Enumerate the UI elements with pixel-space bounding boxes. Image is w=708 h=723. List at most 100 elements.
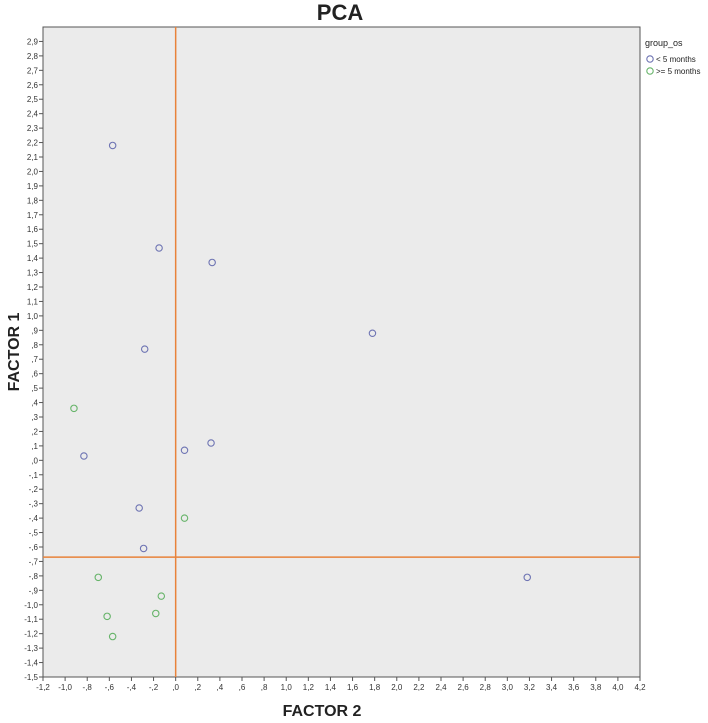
y-tick-label: ,7 <box>31 355 38 364</box>
y-axis: -1,5 -1,4 -1,3 -1,2 -1,1 -1,0 -,9 -,8 -,7 -,6 -,5 -… <box>24 37 43 682</box>
data-point-series-1 <box>103 612 111 621</box>
y-tick-label: 1,3 <box>27 269 39 278</box>
x-tick-label: 3,0 <box>502 683 514 692</box>
x-tick-label: -,4 <box>127 683 137 692</box>
y-tick-label: 1,9 <box>27 182 39 191</box>
x-tick-label: 2,8 <box>480 683 492 692</box>
x-tick-label: ,8 <box>261 683 268 692</box>
data-point-series-1 <box>152 609 160 618</box>
y-tick-label: -,3 <box>29 500 39 509</box>
x-tick-label: 2,4 <box>435 683 447 692</box>
legend-label: >= 5 months <box>656 67 700 76</box>
y-tick-label: ,6 <box>31 370 38 379</box>
y-tick-label: -1,5 <box>24 673 38 682</box>
x-tick-label: ,4 <box>217 683 224 692</box>
x-tick-label: 4,0 <box>612 683 624 692</box>
data-point-series-0 <box>208 258 216 267</box>
x-tick-label: -,8 <box>83 683 93 692</box>
data-point-series-0 <box>523 573 531 582</box>
data-point-series-1 <box>108 632 117 641</box>
y-tick-label: 1,0 <box>27 312 39 321</box>
y-tick-label: 2,8 <box>27 52 39 61</box>
plot-area <box>42 26 641 678</box>
y-tick-label: 1,6 <box>27 225 39 234</box>
chart-title: PCA <box>317 0 364 25</box>
x-tick-label: -,2 <box>149 683 159 692</box>
data-point-series-1 <box>180 514 189 522</box>
data-point-series-0 <box>207 439 215 447</box>
x-tick-label: 2,2 <box>413 683 425 692</box>
y-tick-label: -,6 <box>29 543 39 552</box>
x-tick-label: 3,2 <box>524 683 536 692</box>
y-tick-label: -1,3 <box>24 644 38 653</box>
y-tick-label: 1,4 <box>27 254 39 263</box>
x-tick-label: -1,2 <box>36 683 50 692</box>
y-tick-label: -1,2 <box>24 630 38 639</box>
y-tick-label: 1,5 <box>27 240 39 249</box>
y-tick-label: 1,1 <box>27 297 39 306</box>
legend-title: group_os <box>645 38 683 48</box>
data-point-series-0 <box>140 345 149 353</box>
data-points <box>70 141 531 641</box>
y-tick-label: -,7 <box>29 557 39 566</box>
x-tick-label: ,0 <box>172 683 179 692</box>
y-tick-label: -,5 <box>29 529 39 538</box>
x-tick-label: 1,2 <box>303 683 315 692</box>
y-tick-label: 2,9 <box>27 37 39 46</box>
y-tick-label: -,1 <box>29 471 39 480</box>
x-tick-label: 3,4 <box>546 683 558 692</box>
x-tick-label: ,2 <box>194 683 201 692</box>
y-tick-label: ,2 <box>31 427 38 436</box>
data-point-series-0 <box>180 446 189 454</box>
data-point-series-1 <box>70 404 78 413</box>
data-point-series-0 <box>155 244 163 252</box>
y-tick-label: 2,6 <box>27 81 39 90</box>
y-tick-label: 1,2 <box>27 283 39 292</box>
x-axis-title: FACTOR 2 <box>283 703 362 720</box>
x-tick-label: -,6 <box>105 683 115 692</box>
x-tick-label: 4,2 <box>634 683 646 692</box>
data-point-series-0 <box>108 141 117 150</box>
legend-marker <box>646 55 654 63</box>
y-tick-label: 2,5 <box>27 95 39 104</box>
y-tick-label: 1,7 <box>27 211 39 220</box>
legend-label: < 5 months <box>656 55 696 64</box>
y-tick-label: 2,1 <box>27 153 39 162</box>
x-tick-label: -1,0 <box>58 683 72 692</box>
x-tick-label: 3,6 <box>568 683 580 692</box>
data-point-series-0 <box>368 329 377 337</box>
data-point-series-0 <box>135 504 143 512</box>
y-tick-label: 2,0 <box>27 167 39 176</box>
x-tick-label: 3,8 <box>590 683 602 692</box>
y-tick-label: -,2 <box>29 485 39 494</box>
y-tick-label: -,9 <box>29 586 39 595</box>
data-point-series-0 <box>80 452 88 460</box>
y-tick-label: -1,0 <box>24 601 38 610</box>
y-tick-label: ,3 <box>31 413 38 422</box>
y-tick-label: 2,4 <box>27 110 39 119</box>
data-point-series-1 <box>157 592 166 600</box>
y-tick-label: -1,4 <box>24 659 38 668</box>
y-tick-label: ,0 <box>31 456 38 465</box>
legend-marker <box>646 67 654 75</box>
y-tick-label: -1,1 <box>24 615 38 624</box>
data-point-series-0 <box>139 544 148 553</box>
y-axis-title: FACTOR 1 <box>6 312 23 391</box>
y-tick-label: 1,8 <box>27 196 39 205</box>
y-tick-label: 2,7 <box>27 66 39 75</box>
x-tick-label: 2,0 <box>391 683 403 692</box>
y-tick-label: ,5 <box>31 384 38 393</box>
x-tick-label: 2,6 <box>458 683 470 692</box>
legend: group_os < 5 months >= 5 months <box>645 38 700 76</box>
y-tick-label: 2,3 <box>27 124 39 133</box>
x-axis: -1,2 -1,0 -,8 -,6 -,4 -,2 ,0 ,2 ,4 ,6 ,8 1,0 1,2 1,4 1… <box>36 677 646 692</box>
x-tick-label: 1,0 <box>281 683 293 692</box>
reference-lines <box>43 27 640 677</box>
y-tick-label: -,4 <box>29 514 39 523</box>
x-tick-label: 1,6 <box>347 683 359 692</box>
data-point-series-1 <box>94 573 103 582</box>
y-tick-label: ,1 <box>31 442 38 451</box>
x-tick-label: ,6 <box>239 683 246 692</box>
y-tick-label: -,8 <box>29 572 39 581</box>
